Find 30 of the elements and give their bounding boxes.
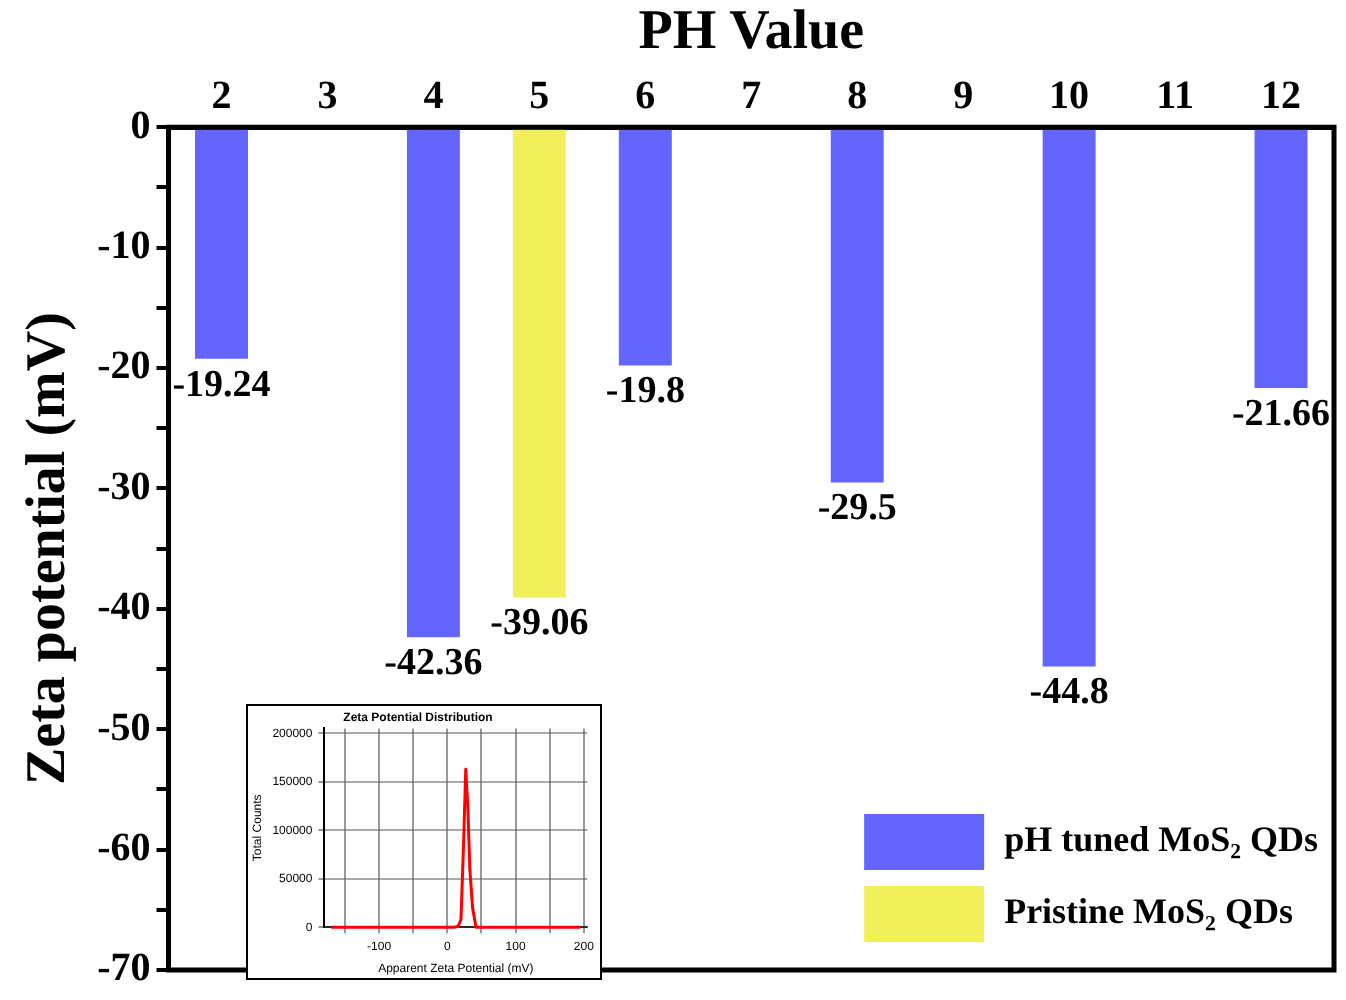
- y-tick-label: -60: [97, 825, 151, 870]
- data-label: -19.8: [605, 370, 685, 413]
- y-axis-title: Zeta potential (mV): [16, 312, 79, 786]
- y-tick-label: -50: [97, 705, 151, 750]
- x-axis-title: PH Value: [638, 0, 865, 63]
- x-tick-label: 6: [635, 73, 656, 118]
- y-tick-label: -10: [97, 223, 151, 268]
- x-tick-label: 4: [423, 73, 444, 118]
- data-label: -44.8: [1029, 671, 1109, 714]
- x-tick-label: 8: [847, 73, 868, 118]
- x-tick-label: 9: [953, 73, 974, 118]
- y-tick-label: -20: [97, 344, 151, 389]
- data-label: -21.66: [1231, 392, 1331, 435]
- x-tick-label: 11: [1156, 73, 1194, 118]
- x-tick-label: 10: [1049, 73, 1090, 118]
- x-tick-label: 12: [1261, 73, 1302, 118]
- legend-label: Pristine MoS₂ QDs: [1004, 891, 1293, 932]
- y-tick-label: 0: [130, 103, 151, 148]
- data-label: -39.06: [490, 602, 589, 645]
- data-label: -42.36: [384, 642, 483, 685]
- x-tick-label: 5: [529, 73, 550, 118]
- legend-label: pH tuned MoS₂ QDs: [1004, 819, 1319, 860]
- x-tick-label: 3: [317, 73, 338, 118]
- x-tick-label: 7: [741, 73, 762, 118]
- y-tick-label: -30: [97, 464, 151, 509]
- y-tick-label: -70: [97, 946, 151, 991]
- y-tick-label: -40: [97, 585, 151, 630]
- data-label: -19.24: [172, 363, 272, 406]
- x-tick-label: 2: [211, 73, 232, 118]
- data-label: -29.5: [817, 487, 897, 530]
